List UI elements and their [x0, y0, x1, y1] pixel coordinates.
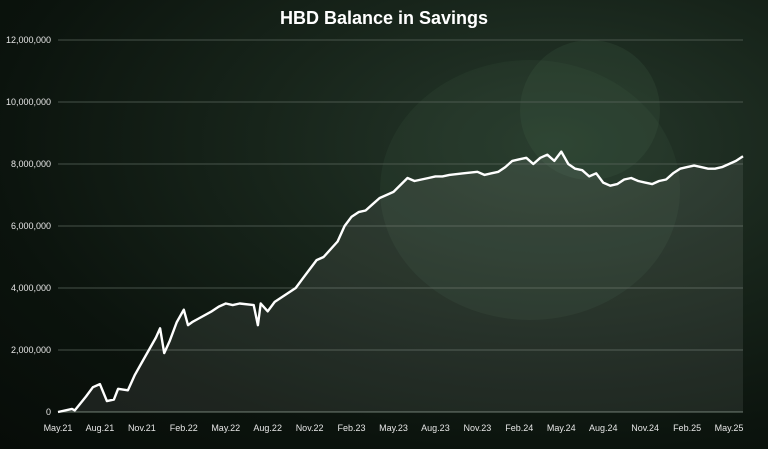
- x-tick-label: Feb.23: [338, 423, 366, 433]
- chart-title: HBD Balance in Savings: [279, 8, 489, 28]
- x-tick-label: May.22: [211, 423, 240, 433]
- series-area-fill: [58, 151, 743, 412]
- x-tick-label: May.24: [547, 423, 576, 433]
- series-line: [57, 150, 744, 414]
- x-tick-label: Feb.24: [505, 423, 533, 433]
- y-tick-label: 0: [46, 407, 51, 417]
- x-tick-label: May.25: [715, 423, 744, 433]
- x-tick-label: Nov.21: [128, 423, 156, 433]
- y-tick-label: 6,000,000: [11, 221, 51, 231]
- background-decoration: [380, 60, 680, 320]
- y-tick-label: 4,000,000: [11, 283, 51, 293]
- x-tick-label: Aug.23: [421, 423, 450, 433]
- x-tick-label: Nov.24: [631, 423, 659, 433]
- x-tick-label: May.23: [379, 423, 408, 433]
- x-tick-label: Nov.23: [463, 423, 491, 433]
- x-tick-label: Feb.25: [673, 423, 701, 433]
- x-tick-label: Nov.22: [296, 423, 324, 433]
- y-tick-label: 8,000,000: [11, 159, 51, 169]
- x-tick-label: Aug.24: [589, 423, 618, 433]
- x-tick-label: Feb.22: [170, 423, 198, 433]
- y-tick-label: 12,000,000: [6, 35, 51, 45]
- y-tick-label: 2,000,000: [11, 345, 51, 355]
- x-tick-label: Aug.22: [253, 423, 282, 433]
- x-tick-label: May.21: [44, 423, 73, 433]
- x-tick-label: Aug.21: [86, 423, 115, 433]
- y-tick-label: 10,000,000: [6, 97, 51, 107]
